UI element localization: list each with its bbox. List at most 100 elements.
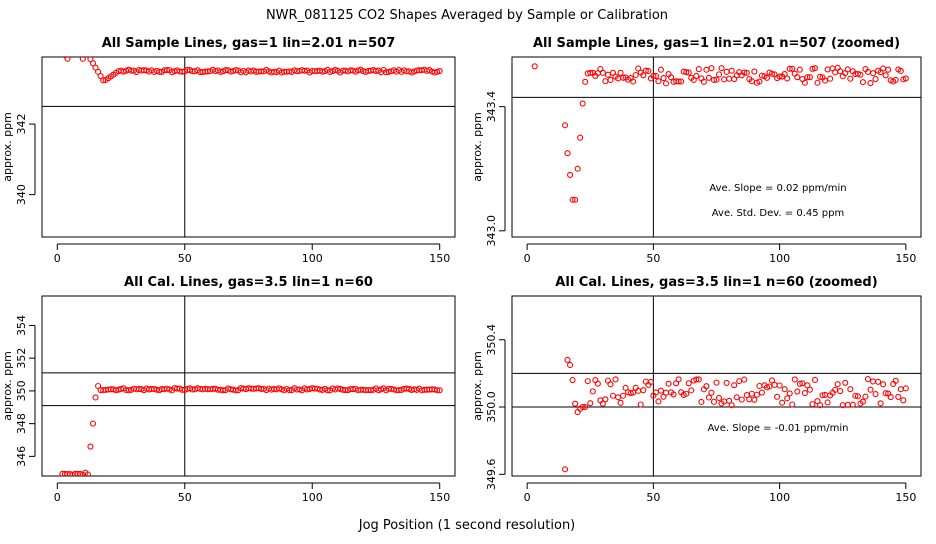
data-point xyxy=(751,68,758,75)
data-point xyxy=(758,389,765,396)
y-tick-label: 354 xyxy=(15,315,28,336)
data-point xyxy=(781,71,788,78)
data-point xyxy=(867,80,874,87)
data-point xyxy=(811,65,819,72)
data-point xyxy=(617,69,624,76)
x-tick-label: 0 xyxy=(54,491,61,504)
data-point xyxy=(75,43,80,48)
data-point xyxy=(705,394,712,401)
data-point xyxy=(531,63,538,70)
data-point xyxy=(620,392,627,399)
panel-4: All Cal. Lines, gas=3.5 lin=1 n=60 (zoom… xyxy=(471,275,922,504)
annotation-label: Ave. Slope = xyxy=(708,423,775,434)
data-point xyxy=(869,378,877,385)
data-point xyxy=(655,78,662,85)
data-point xyxy=(319,68,326,75)
data-point xyxy=(587,400,594,407)
data-point xyxy=(89,420,97,427)
data-point xyxy=(811,376,819,383)
data-point xyxy=(753,391,760,398)
data-point xyxy=(179,68,186,75)
data-point xyxy=(655,398,662,405)
data-point xyxy=(602,78,609,85)
y-tick-label: 349.6 xyxy=(485,459,498,491)
data-point xyxy=(796,380,803,387)
data-point xyxy=(78,48,83,53)
data-point xyxy=(824,399,831,406)
data-point xyxy=(786,65,793,72)
data-point xyxy=(650,72,657,79)
data-point xyxy=(842,379,849,386)
data-point xyxy=(614,394,622,401)
annotation-unit: ppm xyxy=(822,208,844,219)
data-point xyxy=(627,390,634,397)
y-tick-label: 343.0 xyxy=(485,215,498,247)
data-point xyxy=(784,75,791,82)
data-point xyxy=(92,394,99,401)
annotation: Ave. Slope = 0.02 ppm/min xyxy=(709,183,846,194)
data-point xyxy=(640,387,647,394)
data-point xyxy=(875,378,882,385)
data-point xyxy=(232,67,239,74)
data-point xyxy=(834,381,841,388)
data-point xyxy=(632,71,639,79)
panel-1-title: All Sample Lines, gas=1 lin=2.01 n=507 xyxy=(102,36,396,51)
data-point xyxy=(799,380,806,387)
data-point xyxy=(662,389,670,396)
data-point xyxy=(882,390,889,397)
data-point xyxy=(723,379,730,387)
data-point xyxy=(97,73,104,80)
data-point xyxy=(819,392,826,399)
data-point xyxy=(763,74,771,81)
data-point xyxy=(688,387,695,394)
data-point xyxy=(604,71,611,78)
data-point xyxy=(561,122,569,129)
data-point xyxy=(569,377,576,384)
data-point xyxy=(867,386,874,393)
data-point xyxy=(743,69,750,76)
data-point xyxy=(60,49,65,54)
data-point xyxy=(95,68,102,75)
data-point xyxy=(657,66,665,73)
y-tick-label: 348 xyxy=(15,413,28,434)
data-point xyxy=(703,66,710,73)
x-tick-label: 50 xyxy=(178,252,192,265)
panel-1: All Sample Lines, gas=1 lin=2.01 n=507 0 5… xyxy=(1,36,456,265)
x-tick-label: 150 xyxy=(895,252,916,265)
panels-group: All Sample Lines, gas=1 lin=2.01 n=507 0 5… xyxy=(1,36,922,504)
data-point xyxy=(768,377,776,384)
annotation-label: Ave. Slope = xyxy=(709,183,776,194)
data-point xyxy=(685,69,692,76)
data-point xyxy=(637,401,644,408)
x-tick-label: 150 xyxy=(429,491,450,504)
data-point xyxy=(64,57,71,62)
figure-title: NWR_081125 CO2 Shapes Averaged by Sample… xyxy=(266,8,668,23)
data-point xyxy=(683,390,690,397)
data-point xyxy=(736,378,743,385)
plot-frame xyxy=(41,295,456,477)
data-point xyxy=(324,387,331,394)
data-point xyxy=(869,70,877,77)
data-point xyxy=(814,79,821,86)
data-point xyxy=(594,380,601,387)
data-point xyxy=(640,72,647,79)
data-point xyxy=(587,69,594,76)
data-point xyxy=(847,75,854,82)
data-point xyxy=(708,65,715,72)
y-tick-label: 340 xyxy=(15,184,28,205)
data-point xyxy=(92,64,99,71)
data-point xyxy=(809,401,816,408)
data-point xyxy=(87,443,94,450)
data-point xyxy=(776,382,783,389)
y-tick-label: 350.0 xyxy=(485,391,498,423)
data-point xyxy=(844,66,851,73)
y-tick-label: 350.4 xyxy=(485,324,498,356)
data-point xyxy=(715,71,723,78)
data-point xyxy=(758,72,765,79)
data-point xyxy=(301,67,308,74)
data-point xyxy=(892,76,899,84)
data-point xyxy=(751,396,758,403)
x-tick-label: 100 xyxy=(302,491,323,504)
data-point xyxy=(434,68,441,75)
